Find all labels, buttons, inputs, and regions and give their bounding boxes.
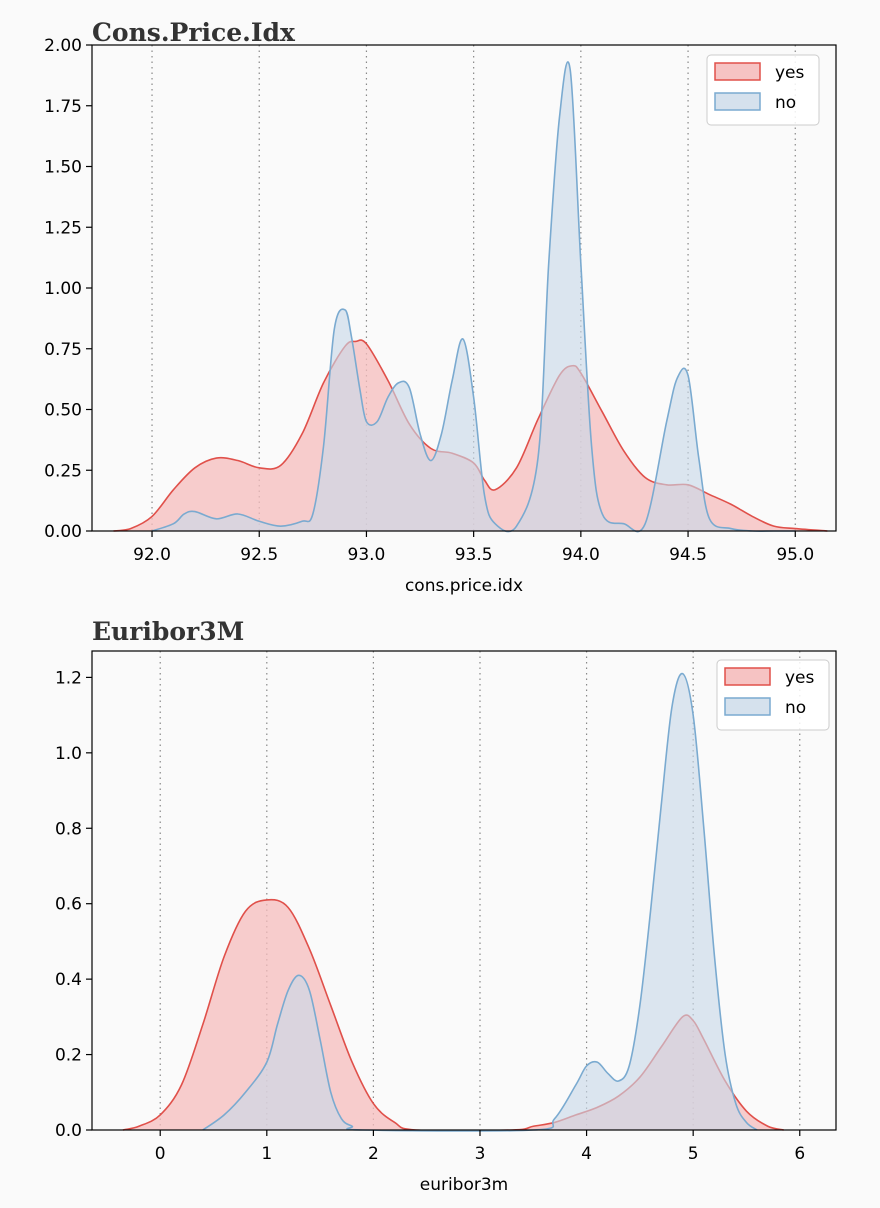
y-tick-label: 1.50 bbox=[44, 158, 82, 178]
x-axis-label: euribor3m bbox=[420, 1175, 509, 1195]
y-tick-label: 1.0 bbox=[55, 744, 82, 764]
y-tick-label: 0.75 bbox=[44, 340, 82, 360]
x-tick-label: 4 bbox=[581, 1144, 592, 1164]
legend-label-no: no bbox=[785, 698, 806, 718]
y-tick-label: 1.00 bbox=[44, 279, 82, 299]
series-line-no bbox=[202, 672, 758, 1132]
plot-frame bbox=[91, 650, 837, 1131]
x-tick-label: 5 bbox=[688, 1144, 699, 1164]
y-tick-label: 1.2 bbox=[55, 668, 82, 688]
y-tick-label: 2.00 bbox=[44, 36, 82, 56]
legend-label-no: no bbox=[775, 93, 796, 113]
legend-label-yes: yes bbox=[785, 668, 815, 688]
y-tick-label: 1.25 bbox=[44, 218, 82, 238]
x-tick-label: 0 bbox=[155, 1144, 166, 1164]
chart-title: Euribor3M bbox=[92, 617, 244, 646]
y-tick-label: 1.75 bbox=[44, 97, 82, 117]
x-tick-label: 95.0 bbox=[776, 545, 814, 565]
y-tick-label: 0.00 bbox=[44, 522, 82, 542]
series-area-yes bbox=[113, 340, 828, 531]
x-tick-label: 93.5 bbox=[455, 545, 493, 565]
x-tick-label: 93.0 bbox=[348, 545, 386, 565]
x-tick-label: 94.0 bbox=[562, 545, 600, 565]
chart-title: Cons.Price.Idx bbox=[92, 18, 296, 47]
x-tick-label: 92.0 bbox=[133, 545, 171, 565]
series-line-no bbox=[151, 61, 796, 533]
y-tick-label: 0.50 bbox=[44, 401, 82, 421]
legend-swatch-yes bbox=[724, 667, 771, 686]
x-tick-label: 1 bbox=[261, 1144, 272, 1164]
legend-swatch-yes bbox=[714, 62, 761, 81]
x-tick-label: 6 bbox=[794, 1144, 805, 1164]
x-tick-label: 3 bbox=[475, 1144, 486, 1164]
y-tick-label: 0.8 bbox=[55, 819, 82, 839]
chart-0: Cons.Price.Idx 92.0 92.5 93.0 93.5 94.0 94.5 95… bbox=[44, 18, 837, 596]
legend: yes no bbox=[706, 54, 820, 126]
x-axis-label: cons.price.idx bbox=[405, 576, 523, 596]
legend-swatch-no bbox=[724, 697, 771, 716]
legend-label-yes: yes bbox=[775, 63, 805, 83]
x-tick-label: 92.5 bbox=[240, 545, 278, 565]
series-area-no bbox=[152, 61, 796, 532]
y-tick-label: 0.0 bbox=[55, 1121, 82, 1141]
x-tick-label: 94.5 bbox=[669, 545, 707, 565]
y-tick-label: 0.6 bbox=[55, 895, 82, 915]
chart-1: Euribor3M 0 1 2 3 4 5 6 0.0 0.2 0.4 0.6 0.8 1.0 1.2 eur… bbox=[55, 617, 837, 1195]
legend-swatch-no bbox=[714, 92, 761, 111]
y-tick-label: 0.4 bbox=[55, 970, 82, 990]
series-area-no bbox=[202, 673, 758, 1131]
y-tick-label: 0.25 bbox=[44, 461, 82, 481]
y-tick-label: 0.2 bbox=[55, 1046, 82, 1066]
x-tick-label: 2 bbox=[368, 1144, 379, 1164]
legend: yes no bbox=[716, 659, 830, 731]
